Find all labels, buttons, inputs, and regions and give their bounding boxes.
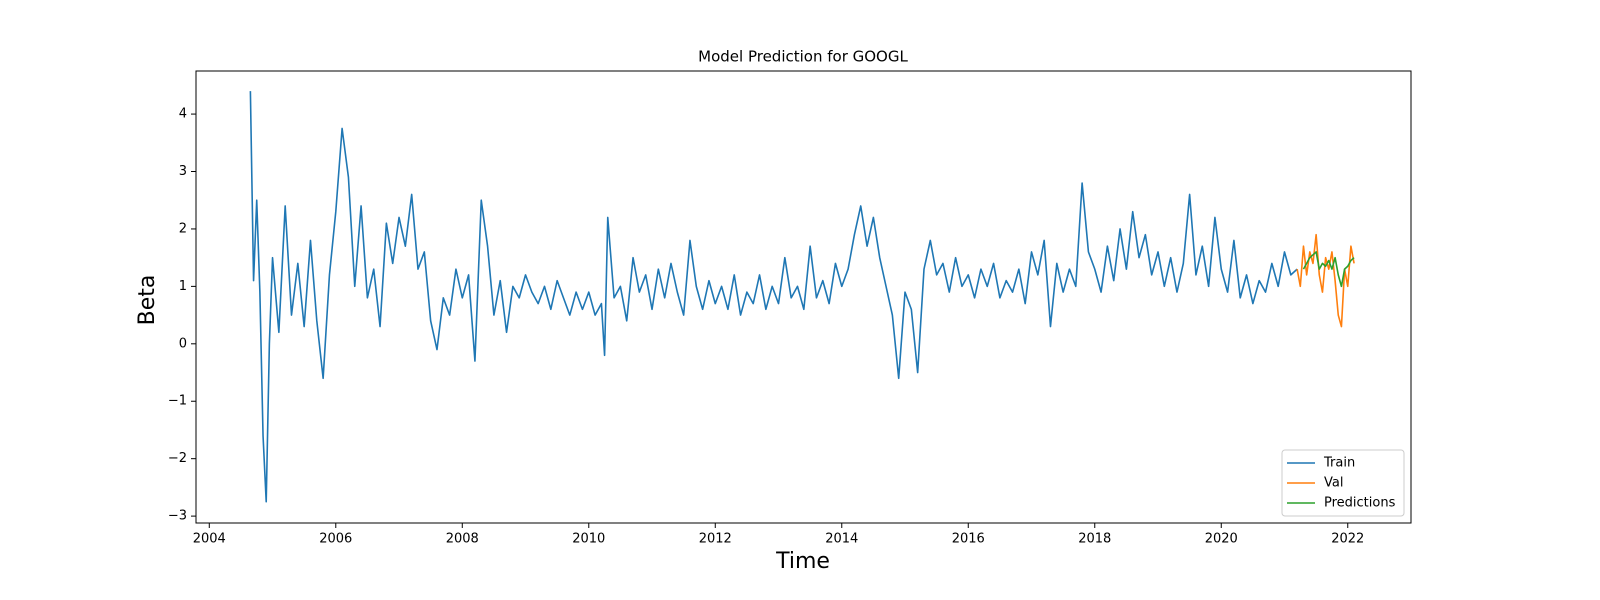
y-tick-label: 1 — [179, 279, 187, 294]
x-tick-label: 2020 — [1205, 532, 1238, 547]
legend-label: Train — [1323, 456, 1355, 471]
plot-frame — [195, 70, 1412, 524]
y-tick-label: 0 — [179, 336, 187, 351]
series-line — [249, 91, 1298, 503]
x-axis-label: Time — [775, 549, 830, 574]
y-axis-label: Beta — [135, 275, 160, 326]
y-tick-label: 4 — [179, 107, 187, 122]
series-line — [1302, 251, 1355, 288]
x-tick-label: 2014 — [825, 532, 858, 547]
x-tick-label: 2018 — [1078, 532, 1111, 547]
legend-label: Predictions — [1324, 496, 1396, 511]
y-tick-label: −1 — [168, 394, 187, 409]
x-tick-label: 2010 — [572, 532, 605, 547]
y-tick-label: 2 — [179, 221, 187, 236]
y-tick-label: 3 — [179, 164, 187, 179]
x-tick-label: 2016 — [952, 532, 985, 547]
x-tick-label: 2006 — [319, 532, 352, 547]
legend-box — [1281, 449, 1405, 517]
y-tick-label: −3 — [168, 509, 187, 524]
y-tick-label: −2 — [168, 451, 187, 466]
x-tick-label: 2012 — [699, 532, 732, 547]
x-tick-label: 2022 — [1331, 532, 1364, 547]
series-line — [1296, 233, 1355, 328]
x-tick-label: 2008 — [446, 532, 479, 547]
legend-label: Val — [1324, 476, 1343, 491]
chart-title: Model Prediction for GOOGL — [698, 48, 908, 66]
x-tick-label: 2004 — [193, 532, 226, 547]
